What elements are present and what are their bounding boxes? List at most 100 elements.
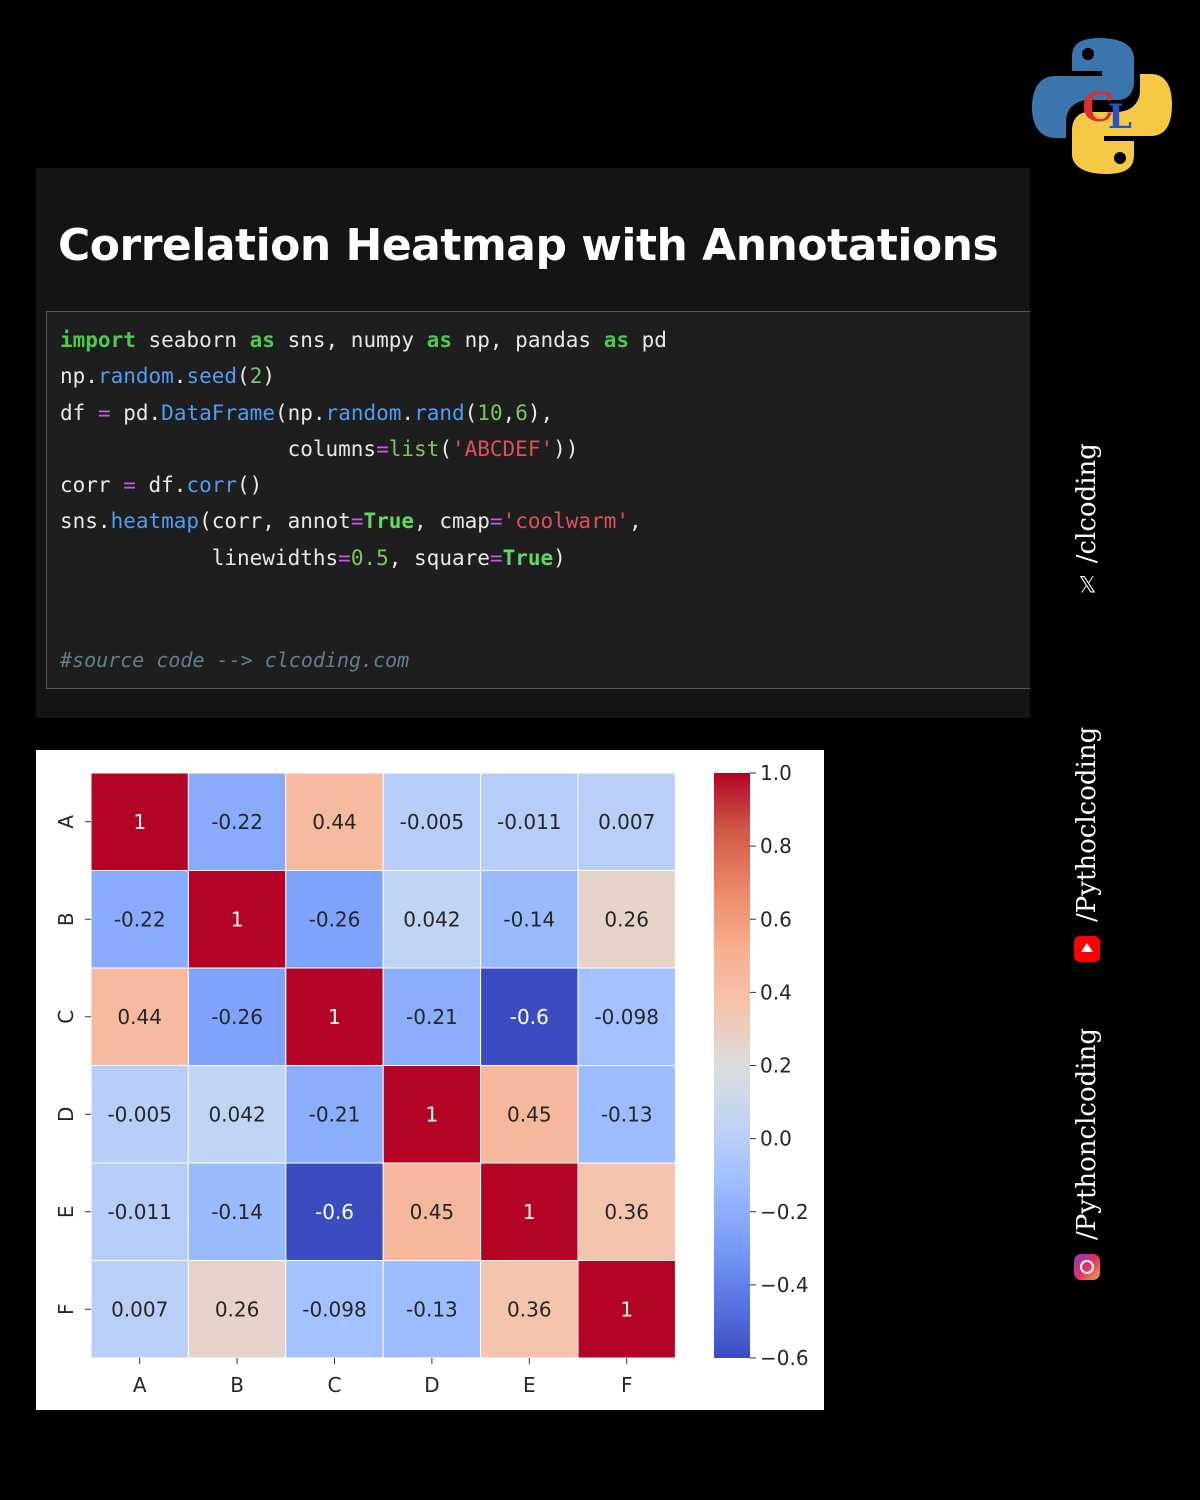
heatmap-cell — [187, 967, 287, 1066]
x-tick-label: F — [621, 1373, 633, 1397]
colorbar-tick-label: −0.6 — [760, 1346, 809, 1370]
cell-annotation: 0.44 — [117, 1005, 162, 1029]
heatmap-cell — [577, 967, 676, 1066]
cell-annotation: 1 — [426, 1102, 439, 1126]
x-tick-label: E — [523, 1373, 536, 1397]
heatmap-panel: 1 -0.22 0.44 -0.005 -0.011 0.007 -0.22 1 -0.26 0.… — [36, 750, 824, 1410]
cell-annotation: 0.042 — [208, 1102, 265, 1126]
code-text: import seaborn as sns, numpy as np, pand… — [60, 328, 667, 570]
code-block: import seaborn as sns, numpy as np, pand… — [46, 311, 1030, 689]
heatmap-cell — [90, 1065, 189, 1164]
code-card: Correlation Heatmap with Annotations imp… — [36, 168, 1030, 718]
cell-annotation: -0.26 — [211, 1005, 263, 1029]
heatmap-cell — [90, 1260, 189, 1359]
y-tick-label: E — [54, 1205, 78, 1218]
heatmap-cell — [90, 967, 189, 1066]
cell-annotation: 1 — [133, 810, 146, 834]
cell-annotation: 0.45 — [410, 1200, 455, 1224]
cell-annotation: -0.14 — [211, 1200, 263, 1224]
cell-annotation: 0.44 — [312, 810, 357, 834]
cell-annotation: 0.007 — [111, 1297, 168, 1321]
colorbar-tick-label: 0.6 — [760, 907, 792, 931]
cell-annotation: -0.098 — [594, 1005, 658, 1029]
cell-annotation: 0.26 — [604, 907, 649, 931]
cell-annotation: -0.005 — [107, 1102, 171, 1126]
cell-annotation: -0.098 — [302, 1297, 366, 1321]
heatmap-cell — [187, 772, 287, 871]
source-comment: #source code --> clcoding.com — [60, 648, 410, 672]
svg-text:L: L — [1108, 97, 1132, 137]
svg-text:C: C — [1082, 84, 1114, 131]
cell-annotation: -0.21 — [309, 1102, 361, 1126]
heatmap-cell — [577, 1162, 676, 1261]
heatmap-cell — [577, 1065, 676, 1164]
cell-annotation: -0.26 — [309, 907, 361, 931]
cell-annotation: -0.6 — [315, 1200, 354, 1224]
y-tick-label: F — [54, 1303, 78, 1315]
cell-annotation: -0.011 — [107, 1200, 171, 1224]
page-title: Correlation Heatmap with Annotations — [58, 220, 999, 271]
y-tick-label: B — [54, 912, 78, 926]
cell-annotation: 0.45 — [507, 1102, 552, 1126]
heatmap-cell — [480, 772, 579, 871]
cell-annotation: -0.22 — [114, 907, 166, 931]
heatmap-cell — [285, 1162, 384, 1261]
colorbar-tick-label: −0.4 — [760, 1273, 809, 1297]
heatmap-cell — [382, 1065, 482, 1164]
heatmap-cell — [187, 1065, 287, 1164]
colorbar-tick-label: 0.8 — [760, 834, 792, 858]
x-tick-label: A — [133, 1373, 147, 1397]
cell-annotation: -0.011 — [497, 810, 561, 834]
cell-annotation: -0.21 — [406, 1005, 458, 1029]
cell-annotation: 1 — [328, 1005, 341, 1029]
cell-annotation: 1 — [620, 1297, 633, 1321]
x-handle[interactable]: 𝕏 /clcoding — [1072, 443, 1102, 599]
y-tick-label: A — [54, 815, 78, 829]
x-tick-label: B — [230, 1373, 244, 1397]
x-logo-icon: 𝕏 — [1078, 573, 1096, 599]
cell-annotation: 1 — [231, 907, 244, 931]
colorbar — [714, 773, 750, 1358]
heatmap-cell — [577, 870, 676, 969]
cell-annotation: 0.36 — [604, 1200, 649, 1224]
heatmap-cell — [285, 1065, 384, 1164]
colorbar-tick-label: 1.0 — [760, 761, 792, 785]
cell-annotation: -0.22 — [211, 810, 263, 834]
youtube-icon — [1074, 936, 1100, 962]
cell-annotation: -0.13 — [406, 1297, 458, 1321]
heatmap-cell — [480, 967, 579, 1066]
heatmap-cell — [90, 772, 189, 871]
cell-annotation: 0.007 — [598, 810, 655, 834]
heatmap-cell — [382, 870, 482, 969]
cell-annotation: -0.14 — [503, 907, 555, 931]
colorbar-tick-label: 0.0 — [760, 1127, 792, 1151]
heatmap-cell — [382, 967, 482, 1066]
y-tick-label: D — [54, 1107, 78, 1122]
x-tick-label: C — [328, 1373, 342, 1397]
cell-annotation: 0.26 — [215, 1297, 260, 1321]
heatmap-cell — [285, 967, 384, 1066]
y-tick-label: C — [54, 1010, 78, 1024]
colorbar-tick-label: 0.4 — [760, 980, 792, 1004]
heatmap-cell — [187, 870, 287, 969]
heatmap-cell — [480, 1260, 579, 1359]
youtube-handle[interactable]: /Pythoclcoding — [1072, 727, 1102, 962]
heatmap-cell — [90, 1162, 189, 1261]
colorbar-tick-label: −0.2 — [760, 1200, 809, 1224]
heatmap-chart: 1 -0.22 0.44 -0.005 -0.011 0.007 -0.22 1 -0.26 0.… — [54, 761, 809, 1397]
cell-annotation: 0.042 — [403, 907, 460, 931]
instagram-handle[interactable]: /Pythonclcoding — [1072, 1028, 1102, 1280]
python-cl-logo: C L — [1032, 38, 1172, 174]
colorbar-tick-label: 0.2 — [760, 1054, 792, 1078]
cell-annotation: -0.005 — [400, 810, 464, 834]
cell-annotation: -0.6 — [510, 1005, 549, 1029]
heatmap-cell — [382, 772, 482, 871]
heatmap-cell — [382, 1162, 482, 1261]
cell-annotation: 0.36 — [507, 1297, 552, 1321]
heatmap-cell — [285, 772, 384, 871]
cell-annotation: -0.13 — [601, 1102, 653, 1126]
heatmap-cell — [480, 1162, 579, 1261]
x-tick-label: D — [424, 1373, 439, 1397]
instagram-icon — [1074, 1254, 1100, 1280]
heatmap-cell — [577, 1260, 676, 1359]
